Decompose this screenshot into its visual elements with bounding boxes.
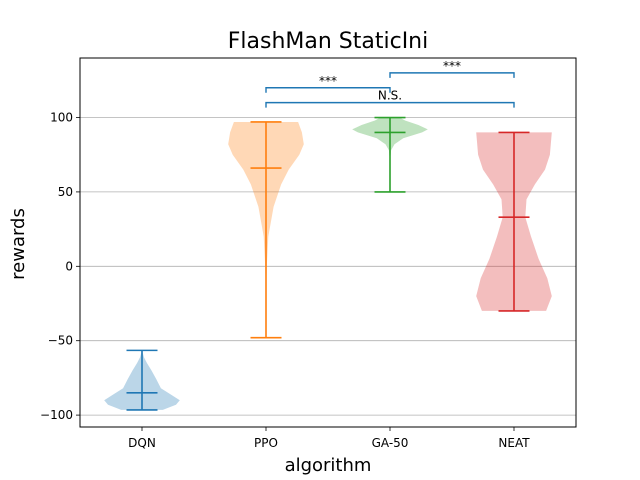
y-tick-label: −100 <box>40 408 73 422</box>
significance-brackets: *** *** N.S. <box>265 59 515 108</box>
significance-bracket <box>265 101 515 108</box>
significance-label: *** <box>319 74 337 88</box>
chart-title: FlashMan StaticIni <box>228 29 429 54</box>
x-axis-label: algorithm <box>285 455 372 476</box>
grid-lines <box>80 117 576 416</box>
x-tick-label: PPO <box>254 436 278 450</box>
x-tick-label: NEAT <box>498 436 530 450</box>
y-tick-label: 50 <box>58 185 73 199</box>
y-tick-label: −50 <box>48 334 73 348</box>
significance-bracket <box>389 72 515 78</box>
significance-label: *** <box>443 59 461 73</box>
x-tick-label: DQN <box>128 436 156 450</box>
x-tick-label: GA-50 <box>372 436 409 450</box>
violins <box>104 116 552 411</box>
x-axis-ticks: DQN PPO GA-50 NEAT <box>128 427 530 450</box>
y-tick-label: 100 <box>50 111 73 125</box>
y-axis-ticks: −100 −50 0 50 100 <box>40 111 80 422</box>
significance-bracket <box>265 87 391 93</box>
plot-frame <box>79 57 577 428</box>
y-axis-label: rewards <box>8 208 29 280</box>
y-tick-label: 0 <box>65 259 73 273</box>
significance-label: N.S. <box>378 89 402 103</box>
